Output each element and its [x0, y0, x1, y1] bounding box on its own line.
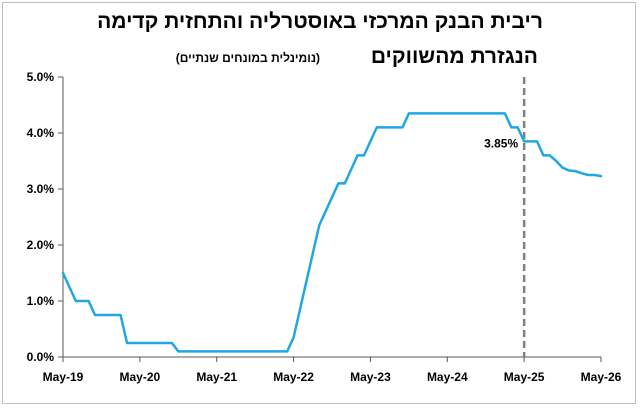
y-tick-label: 5.0% — [27, 70, 55, 84]
x-tick-label: May-24 — [427, 370, 468, 384]
x-tick-label: May-20 — [120, 370, 161, 384]
x-tick-label: May-25 — [504, 370, 545, 384]
chart-title-line1: ריבית הבנק המרכזי באוסטרליה והתחזית קדימ… — [97, 10, 543, 33]
y-tick-label: 1.0% — [27, 294, 55, 308]
chart-title-line2: הנגזרת מהשווקים — [370, 45, 538, 68]
x-tick-label: May-26 — [581, 370, 622, 384]
x-tick-label: May-21 — [196, 370, 237, 384]
x-tick-label: May-19 — [43, 370, 84, 384]
axes-layer — [58, 76, 602, 362]
y-tick-label: 0.0% — [27, 350, 55, 364]
y-tick-label: 2.0% — [27, 238, 55, 252]
rate-series-line — [61, 112, 603, 353]
series-layer — [61, 77, 603, 357]
y-tick-label: 3.0% — [27, 182, 55, 196]
y-tick-label: 4.0% — [27, 126, 55, 140]
x-tick-label: May-23 — [350, 370, 391, 384]
labels-layer: 0.0% 1.0% 2.0% 3.0% 4.0% 5.0% May-19 May-20 May-… — [27, 70, 622, 384]
chart-subtitle: (נומינלית במונחים שנתיים) — [175, 51, 320, 65]
chart-frame — [2, 2, 636, 404]
x-tick-label: May-22 — [273, 370, 314, 384]
annotation-label: 3.85% — [484, 136, 518, 150]
